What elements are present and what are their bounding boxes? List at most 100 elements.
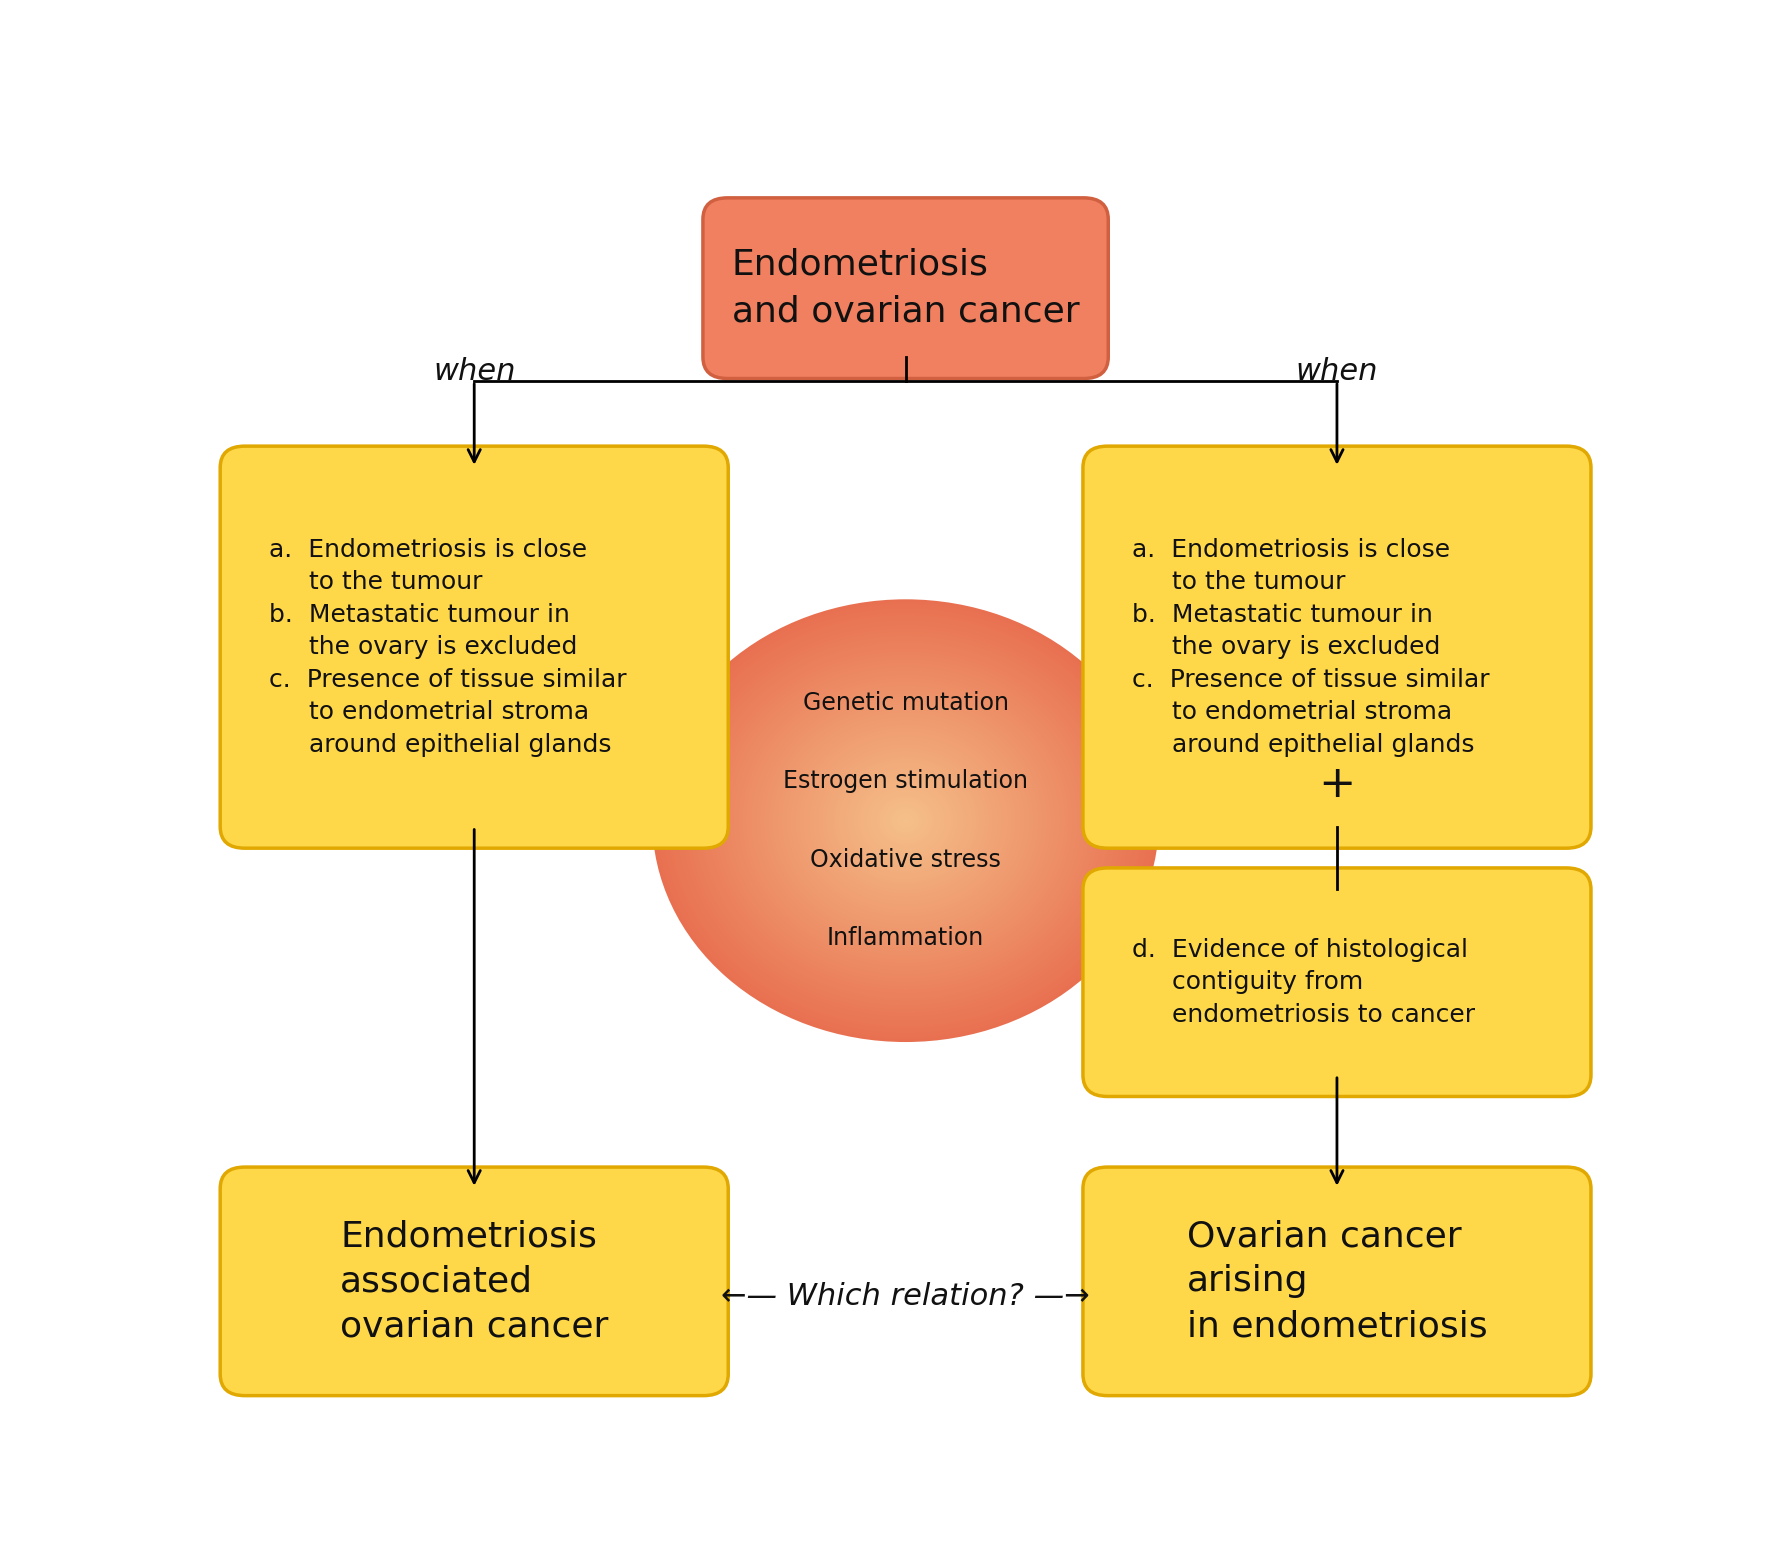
- Circle shape: [822, 747, 990, 894]
- Circle shape: [767, 699, 1044, 942]
- Circle shape: [705, 645, 1106, 996]
- Circle shape: [679, 623, 1133, 1019]
- Circle shape: [811, 738, 1000, 904]
- Circle shape: [783, 713, 1028, 928]
- Circle shape: [737, 673, 1074, 968]
- Circle shape: [855, 777, 956, 866]
- Circle shape: [820, 746, 991, 895]
- Text: Ovarian cancer
arising
in endometriosis: Ovarian cancer arising in endometriosis: [1187, 1220, 1488, 1343]
- Circle shape: [841, 765, 970, 876]
- Circle shape: [781, 712, 1030, 931]
- Circle shape: [869, 789, 942, 852]
- Circle shape: [684, 626, 1127, 1015]
- Circle shape: [825, 751, 986, 892]
- Circle shape: [769, 701, 1043, 940]
- Circle shape: [744, 681, 1067, 962]
- Circle shape: [700, 640, 1111, 1001]
- Circle shape: [740, 676, 1071, 965]
- Circle shape: [808, 735, 1004, 908]
- Circle shape: [861, 780, 951, 861]
- Circle shape: [830, 755, 981, 886]
- Circle shape: [664, 609, 1147, 1032]
- Circle shape: [682, 625, 1129, 1016]
- Circle shape: [816, 743, 995, 898]
- Circle shape: [894, 811, 917, 831]
- Circle shape: [755, 688, 1057, 953]
- Circle shape: [889, 807, 922, 834]
- Circle shape: [862, 783, 949, 858]
- Circle shape: [809, 737, 1002, 904]
- Circle shape: [781, 712, 1030, 929]
- Circle shape: [843, 766, 968, 875]
- Circle shape: [785, 715, 1027, 926]
- Circle shape: [733, 670, 1078, 971]
- Circle shape: [880, 799, 931, 842]
- Circle shape: [698, 639, 1113, 1002]
- Circle shape: [732, 670, 1080, 973]
- Circle shape: [901, 817, 910, 824]
- Circle shape: [790, 720, 1021, 923]
- Circle shape: [793, 723, 1018, 918]
- Circle shape: [709, 650, 1103, 991]
- Circle shape: [703, 643, 1108, 998]
- Circle shape: [845, 768, 967, 873]
- Circle shape: [876, 796, 935, 845]
- Circle shape: [811, 738, 1000, 903]
- Circle shape: [848, 769, 963, 872]
- Circle shape: [795, 724, 1016, 917]
- Circle shape: [866, 785, 945, 856]
- Circle shape: [834, 758, 977, 884]
- Circle shape: [839, 761, 972, 880]
- Circle shape: [857, 779, 954, 862]
- Circle shape: [887, 805, 924, 836]
- Circle shape: [882, 800, 929, 842]
- Circle shape: [776, 707, 1035, 934]
- Circle shape: [852, 772, 959, 869]
- Circle shape: [792, 721, 1020, 920]
- FancyBboxPatch shape: [221, 446, 728, 848]
- Circle shape: [707, 646, 1104, 995]
- Circle shape: [664, 611, 1147, 1030]
- Circle shape: [896, 811, 915, 830]
- Circle shape: [694, 636, 1117, 1005]
- Circle shape: [723, 660, 1088, 981]
- Circle shape: [728, 665, 1083, 976]
- Circle shape: [753, 687, 1058, 954]
- Circle shape: [746, 681, 1066, 960]
- Circle shape: [892, 808, 919, 833]
- Circle shape: [802, 730, 1009, 911]
- Circle shape: [740, 678, 1071, 965]
- Circle shape: [691, 634, 1120, 1007]
- FancyBboxPatch shape: [703, 197, 1108, 379]
- Circle shape: [899, 816, 912, 827]
- Text: Endometriosis
associated
ovarian cancer: Endometriosis associated ovarian cancer: [339, 1220, 608, 1343]
- Circle shape: [730, 667, 1081, 974]
- Circle shape: [723, 662, 1088, 981]
- Circle shape: [905, 819, 906, 822]
- Circle shape: [744, 679, 1067, 962]
- Circle shape: [823, 749, 988, 892]
- Circle shape: [659, 606, 1152, 1035]
- Circle shape: [767, 699, 1044, 942]
- Circle shape: [875, 793, 937, 848]
- Text: ←— Which relation? —→: ←— Which relation? —→: [721, 1282, 1090, 1312]
- Circle shape: [686, 629, 1126, 1012]
- Circle shape: [790, 720, 1021, 922]
- Circle shape: [843, 765, 968, 876]
- Circle shape: [898, 814, 914, 827]
- Circle shape: [671, 615, 1140, 1026]
- Circle shape: [887, 803, 924, 838]
- Circle shape: [735, 671, 1076, 970]
- Circle shape: [762, 695, 1050, 946]
- Circle shape: [875, 794, 937, 847]
- Circle shape: [661, 608, 1150, 1035]
- Text: a.  Endometriosis is close
     to the tumour
b.  Metastatic tumour in
     the : a. Endometriosis is close to the tumour …: [270, 538, 627, 757]
- Text: +: +: [1318, 763, 1355, 807]
- Circle shape: [709, 648, 1103, 993]
- Circle shape: [816, 743, 995, 900]
- Circle shape: [774, 706, 1037, 936]
- Circle shape: [806, 733, 1005, 908]
- Circle shape: [820, 746, 991, 897]
- Circle shape: [656, 603, 1156, 1038]
- Circle shape: [670, 615, 1141, 1027]
